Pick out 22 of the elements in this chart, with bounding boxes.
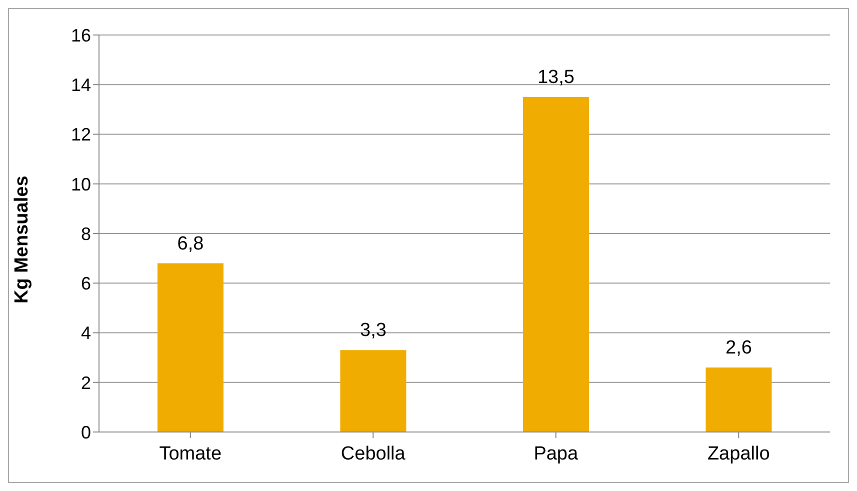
bar <box>522 97 589 432</box>
y-tick-label: 8 <box>80 224 91 244</box>
y-tick-label: 16 <box>70 25 91 46</box>
bar <box>706 367 772 432</box>
y-tick-label: 6 <box>80 274 91 294</box>
y-tick-label: 10 <box>70 174 91 194</box>
x-tick-label: Papa <box>534 443 578 464</box>
x-tick-label: Tomate <box>159 443 222 464</box>
y-tick-label: 2 <box>80 372 91 393</box>
data-label: 13,5 <box>537 67 574 88</box>
bar <box>340 350 406 432</box>
y-tick-label: 0 <box>80 422 91 442</box>
bar <box>157 263 224 432</box>
data-label: 6,8 <box>177 233 204 254</box>
x-tick-label: Cebolla <box>340 443 406 464</box>
x-tick-label: Zapallo <box>707 443 770 464</box>
y-tick-label: 14 <box>70 75 91 96</box>
y-tick-label: 12 <box>70 124 91 145</box>
y-axis-title: Kg Mensuales <box>12 176 33 304</box>
y-tick-label: 4 <box>80 323 91 344</box>
data-label: 3,3 <box>360 320 386 342</box>
data-label: 2,6 <box>726 337 752 358</box>
